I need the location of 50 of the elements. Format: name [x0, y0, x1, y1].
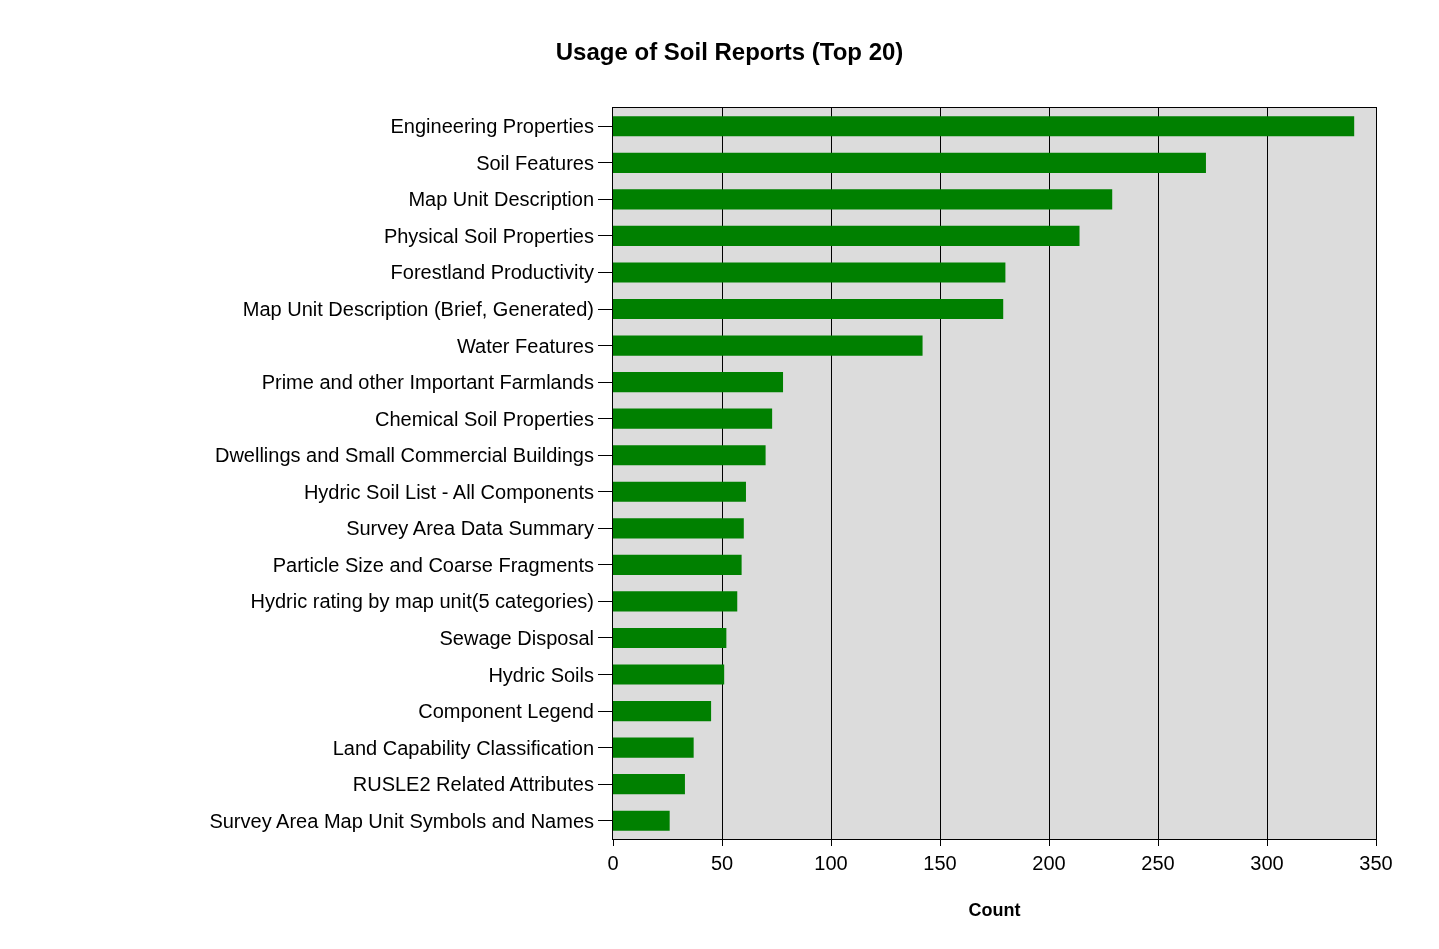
- x-tick-label: 50: [710, 852, 734, 874]
- y-tick-label: Forestland Productivity: [390, 261, 594, 284]
- y-tick-label: Chemical Soil Properties: [375, 407, 594, 430]
- bar: [613, 189, 1113, 210]
- bar: [613, 152, 1206, 173]
- x-tick-label: 100: [814, 852, 848, 874]
- y-tick-label: Hydric Soils: [488, 663, 594, 686]
- y-tick-label: Hydric Soil List - All Components: [303, 480, 594, 503]
- x-tick-label: 150: [923, 852, 957, 874]
- bar: [613, 810, 670, 831]
- y-tick-label: Map Unit Description: [408, 188, 594, 211]
- bar: [613, 591, 738, 612]
- x-tick-label: 350: [1359, 852, 1393, 874]
- bar: [613, 335, 923, 356]
- bar: [613, 737, 694, 758]
- bar: [613, 774, 685, 795]
- x-tick-label: 300: [1250, 852, 1284, 874]
- y-tick-label: Sewage Disposal: [439, 626, 594, 649]
- y-tick-label: Engineering Properties: [390, 115, 594, 138]
- y-tick-label: Map Unit Description (Brief, Generated): [242, 298, 594, 321]
- bar: [613, 225, 1080, 246]
- y-tick-label: Prime and other Important Farmlands: [261, 371, 594, 394]
- bar: [613, 701, 712, 722]
- y-tick-label: Hydric rating by map unit(5 categories): [250, 590, 594, 613]
- bar: [613, 627, 727, 649]
- bar: [613, 554, 742, 575]
- y-tick-label: Particle Size and Coarse Fragments: [272, 553, 594, 576]
- bar: [613, 445, 766, 466]
- chart-title: Usage of Soil Reports (Top 20): [555, 37, 904, 65]
- x-tick-label: 250: [1141, 852, 1175, 874]
- x-tick-label: 200: [1032, 852, 1066, 874]
- bar: [613, 518, 744, 539]
- bar: [613, 116, 1355, 137]
- bar: [613, 481, 746, 502]
- bar: [613, 372, 784, 393]
- bar: [613, 262, 1006, 283]
- bar: [613, 298, 1004, 320]
- bar: [613, 664, 725, 685]
- y-tick-label: Survey Area Map Unit Symbols and Names: [209, 809, 594, 832]
- y-tick-label: Physical Soil Properties: [383, 224, 594, 247]
- y-tick-label: Soil Features: [476, 151, 594, 174]
- bar: [613, 408, 773, 429]
- y-tick-label: RUSLE2 Related Attributes: [352, 773, 594, 796]
- x-tick-label: 0: [607, 852, 619, 874]
- x-axis-title: Count: [968, 900, 1021, 921]
- y-tick-label: Water Features: [456, 334, 594, 357]
- y-tick-label: Land Capability Classification: [332, 736, 594, 759]
- y-tick-label: Dwellings and Small Commercial Buildings: [214, 444, 594, 467]
- y-tick-label: Survey Area Data Summary: [346, 517, 594, 540]
- y-tick-label: Component Legend: [418, 700, 594, 723]
